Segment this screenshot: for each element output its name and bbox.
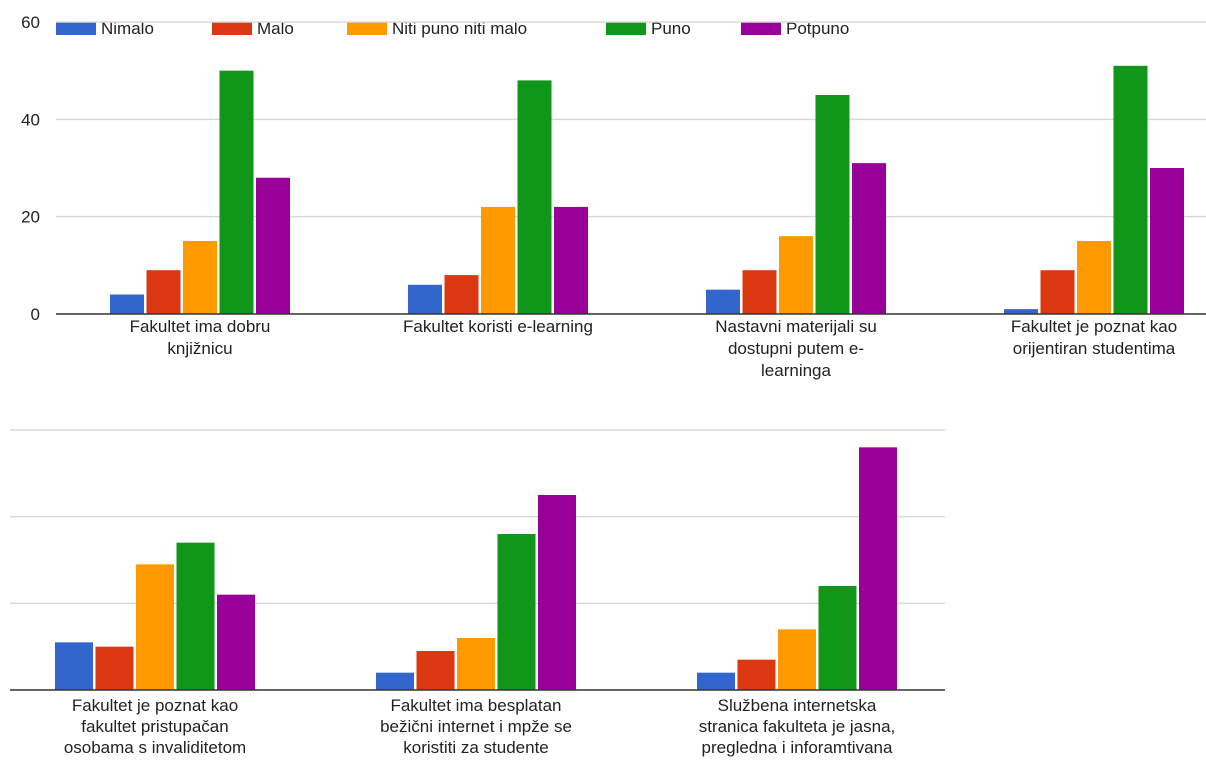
bar-1-0-3 <box>176 542 215 690</box>
y-tick-label-0-2: 40 <box>21 110 40 129</box>
category-label-1-1-0: Fakultet ima besplatan <box>390 696 561 715</box>
bar-0-0-1 <box>146 270 181 314</box>
bar-1-2-1 <box>737 659 776 690</box>
category-label-1-0-0: Fakultet je poznat kao <box>72 696 238 715</box>
bar-1-2-4 <box>859 447 897 690</box>
bar-0-3-0 <box>1004 309 1038 314</box>
bar-1-0-1 <box>95 646 134 690</box>
bar-1-0-2 <box>136 564 174 690</box>
bar-1-1-3 <box>497 534 536 690</box>
category-label-1-0-2: osobama s invaliditetom <box>64 738 246 757</box>
y-tick-label-0-3: 60 <box>21 13 40 32</box>
category-label-0-0-0: Fakultet ima dobru <box>130 317 271 336</box>
category-label-0-2-2: learninga <box>761 361 831 380</box>
category-label-0-1-0: Fakultet koristi e-learning <box>403 317 593 336</box>
legend-swatch-0 <box>56 22 96 35</box>
y-tick-label-0-1: 20 <box>21 208 40 227</box>
bar-0-1-2 <box>481 206 515 314</box>
legend-label-4: Potpuno <box>786 19 849 38</box>
bar-1-0-0 <box>55 642 93 690</box>
bar-0-1-3 <box>517 80 552 315</box>
bar-1-1-1 <box>416 651 455 690</box>
category-label-1-2-2: pregledna i inforamtivana <box>702 738 893 757</box>
bar-1-2-0 <box>697 672 735 690</box>
category-label-1-0-1: fakultet pristupačan <box>81 717 228 736</box>
bar-0-1-1 <box>444 275 479 314</box>
bar-0-1-0 <box>408 284 442 314</box>
legend-label-0: Nimalo <box>101 19 154 38</box>
bar-0-3-3 <box>1113 65 1148 314</box>
legend-label-2: Niti puno niti malo <box>392 19 527 38</box>
bar-1-0-4 <box>217 594 255 690</box>
bar-0-2-2 <box>779 236 813 314</box>
bar-0-0-3 <box>219 70 254 315</box>
category-label-1-2-0: Službena internetska <box>718 696 877 715</box>
legend-swatch-3 <box>606 22 646 35</box>
bar-0-2-4 <box>852 163 886 314</box>
y-tick-label-0-0: 0 <box>31 305 40 324</box>
legend-label-1: Malo <box>257 19 294 38</box>
legend-label-3: Puno <box>651 19 691 38</box>
category-label-0-2-0: Nastavni materijali su <box>715 317 877 336</box>
legend-swatch-1 <box>212 22 252 35</box>
bar-0-0-0 <box>110 294 144 314</box>
legend-swatch-2 <box>347 22 387 35</box>
bar-1-2-2 <box>778 629 816 690</box>
bar-0-0-2 <box>183 241 217 314</box>
category-label-1-2-1: stranica fakulteta je jasna, <box>699 717 896 736</box>
bar-0-0-4 <box>256 177 290 314</box>
bar-1-1-0 <box>376 672 414 690</box>
bar-0-2-1 <box>742 270 777 314</box>
bar-0-2-0 <box>706 289 740 314</box>
bar-0-1-4 <box>554 206 588 314</box>
category-label-0-0-1: knjižnicu <box>167 339 232 358</box>
bar-1-1-2 <box>457 638 495 690</box>
category-label-1-1-1: bežični internet i mpže se <box>380 717 572 736</box>
category-label-0-3-1: orijentiran studentima <box>1013 339 1176 358</box>
category-label-1-1-2: koristiti za studente <box>403 738 549 757</box>
bar-0-3-1 <box>1040 270 1075 314</box>
bar-1-1-4 <box>538 495 576 690</box>
bar-0-3-4 <box>1150 168 1184 314</box>
category-label-0-3-0: Fakultet je poznat kao <box>1011 317 1177 336</box>
bar-0-3-2 <box>1077 241 1111 314</box>
legend-swatch-4 <box>741 22 781 35</box>
bar-0-2-3 <box>815 95 850 314</box>
bar-1-2-3 <box>818 586 857 690</box>
category-label-0-2-1: dostupni putem e- <box>728 339 864 358</box>
